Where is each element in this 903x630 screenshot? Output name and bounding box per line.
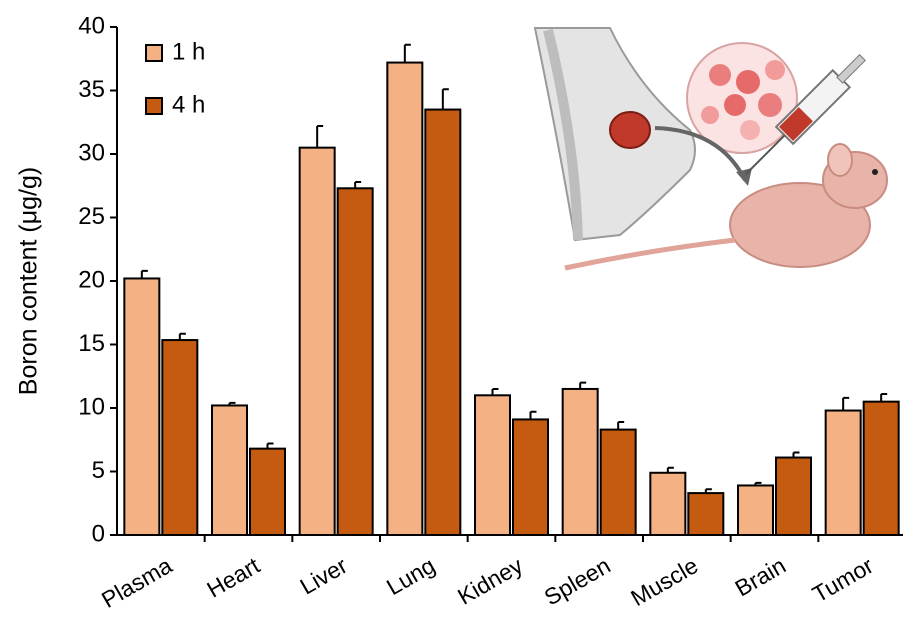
bar — [513, 419, 548, 535]
legend-swatch — [146, 45, 162, 61]
bar — [776, 458, 811, 535]
error-bar — [843, 398, 849, 411]
bar — [475, 395, 510, 535]
chart: Boron content (μg/g) 0 5 10 15 20 25 30 35 40 Pla… — [0, 0, 903, 630]
bar — [162, 340, 197, 535]
error-bar — [317, 126, 323, 148]
y-axis-label: Boron content (μg/g) — [15, 167, 43, 395]
error-bar — [618, 422, 624, 430]
bar — [425, 110, 460, 535]
y-tick-label: 10 — [78, 393, 105, 420]
bar — [738, 485, 773, 535]
bar — [826, 411, 861, 535]
y-tick-label: 30 — [78, 139, 105, 166]
cell — [709, 64, 731, 86]
y-tick-label: 5 — [92, 457, 105, 484]
y-tick-label: 40 — [78, 12, 105, 39]
error-bar — [531, 412, 537, 420]
cell — [724, 94, 746, 116]
y-tick-label: 25 — [78, 203, 105, 230]
illustration — [535, 28, 887, 268]
error-bar — [443, 89, 449, 109]
error-bar — [405, 45, 411, 63]
x-tick-label: Liver — [296, 552, 352, 600]
error-bar — [142, 271, 148, 279]
x-tick-label: Tumor — [808, 552, 878, 607]
bar — [338, 188, 373, 535]
bar — [387, 63, 422, 535]
bar — [250, 449, 285, 535]
cell — [740, 120, 760, 140]
tumor — [610, 112, 650, 148]
legend-swatch — [146, 98, 162, 114]
x-tick-label: Muscle — [626, 552, 702, 611]
cell — [736, 70, 760, 94]
y-tick-label: 35 — [78, 76, 105, 103]
x-tick-label: Lung — [382, 552, 439, 600]
bar — [864, 402, 899, 535]
y-tick-label: 0 — [92, 520, 105, 547]
x-tick-label: Plasma — [97, 552, 177, 613]
bar — [650, 473, 685, 535]
bar — [212, 405, 247, 535]
bar — [688, 493, 723, 535]
y-tick-label: 20 — [78, 266, 105, 293]
y-tick-label: 15 — [78, 330, 105, 357]
mouse-eye — [872, 169, 878, 175]
mouse-tail — [565, 240, 735, 268]
legend-label: 4 h — [172, 91, 205, 118]
x-tick-label: Spleen — [540, 552, 615, 610]
cell — [701, 106, 719, 124]
x-tick-label: Brain — [731, 552, 791, 601]
x-tick-label: Kidney — [453, 552, 527, 610]
cell — [765, 60, 785, 80]
syringe-plunger — [837, 55, 865, 83]
bar — [300, 148, 335, 535]
mouse-ear — [828, 144, 852, 176]
bar — [563, 389, 598, 535]
error-bar — [881, 394, 887, 402]
cell — [758, 93, 782, 117]
bar — [124, 278, 159, 535]
x-tick-label: Heart — [202, 552, 264, 603]
legend-label: 1 h — [172, 38, 205, 65]
bar — [601, 430, 636, 535]
